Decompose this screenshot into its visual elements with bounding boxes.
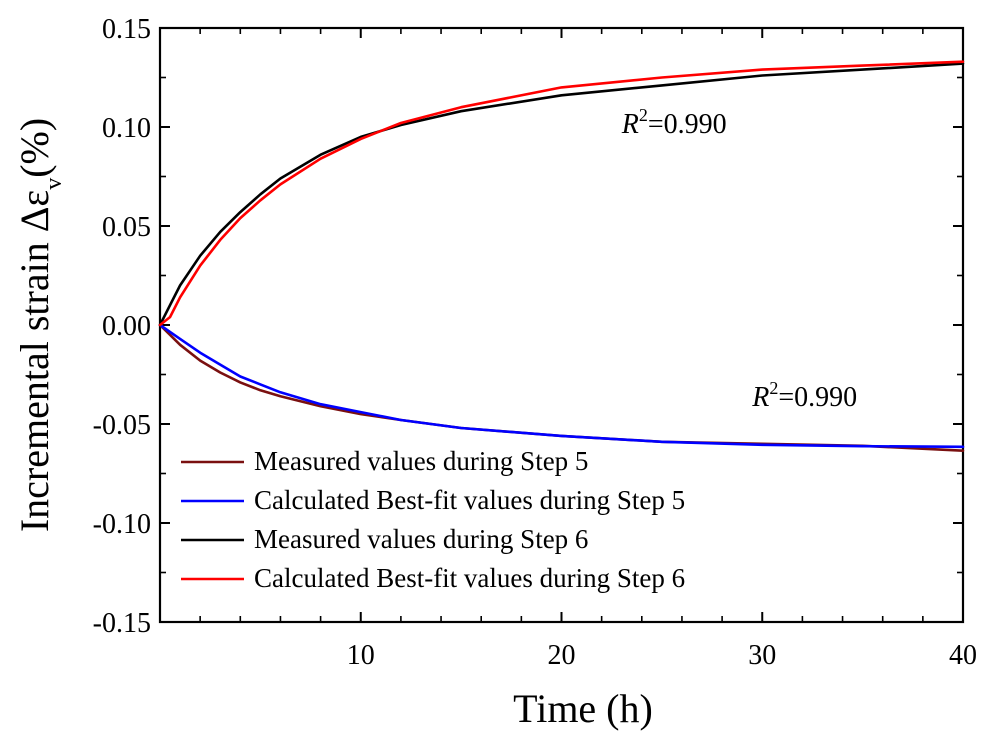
series-line-3 (158, 62, 965, 327)
y-tick-label: -0.05 (93, 410, 151, 441)
y-tick-label: 0.10 (102, 113, 151, 144)
legend-label-3: Measured values during Step 6 (254, 524, 588, 554)
y-tick-label: 0.15 (102, 14, 151, 45)
y-axis-title: Incremental strain Δεv(%) (12, 118, 67, 532)
x-tick-label: 40 (949, 640, 977, 671)
legend-label-4: Calculated Best-fit values during Step 6 (254, 563, 685, 593)
r-superscript: 2 (769, 378, 778, 398)
y-tick-label: 0.00 (102, 311, 151, 342)
r-squared-annotation-2: R2=0.990 (751, 378, 857, 413)
r-symbol: R (621, 109, 639, 140)
series-line-2 (158, 323, 965, 449)
y-axis-title-main: Incremental strain Δε (12, 190, 57, 532)
r-symbol: R (751, 382, 769, 413)
x-tick-label: 30 (748, 640, 776, 671)
series-line-4 (158, 60, 965, 327)
x-axis-title: Time (h) (513, 686, 653, 731)
r-value: =0.990 (648, 109, 727, 140)
y-tick-label: 0.05 (102, 212, 151, 243)
y-tick-label: -0.15 (93, 608, 151, 639)
x-tick-label: 10 (347, 640, 375, 671)
legend: Measured values during Step 5 Calculated … (181, 446, 685, 593)
legend-label-1: Measured values during Step 5 (254, 446, 588, 476)
y-tick-label: -0.10 (93, 509, 151, 540)
y-axis-title-subscript: v (41, 178, 67, 190)
r-superscript: 2 (639, 105, 648, 125)
r-squared-annotation-1: R2=0.990 (621, 105, 727, 140)
r-value: =0.990 (778, 382, 857, 413)
axis-ticks: 0.15 0.10 0.05 0.00 -0.05 -0.10 -0.15 10 20 30 40 (93, 14, 977, 671)
y-axis-title-unit: (%) (12, 118, 57, 178)
legend-label-2: Calculated Best-fit values during Step 5 (254, 485, 685, 515)
series-lines (158, 60, 965, 453)
x-tick-label: 20 (548, 640, 576, 671)
